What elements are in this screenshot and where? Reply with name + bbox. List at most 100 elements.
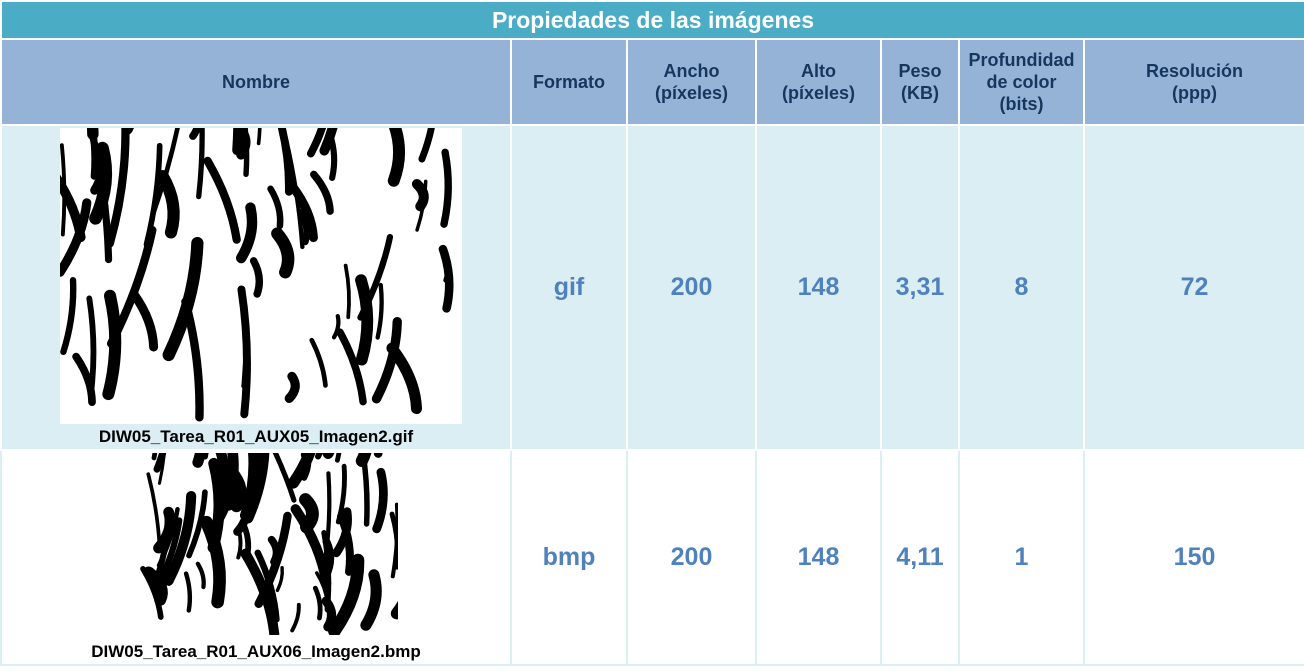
image-stroke (271, 227, 295, 279)
image-stroke (240, 548, 280, 635)
column-header: Ancho (píxeles) (626, 38, 757, 126)
image-stroke (336, 512, 354, 576)
image-stroke (418, 128, 435, 163)
image-stroke (335, 453, 342, 463)
image-stroke (415, 179, 428, 232)
image-stroke (315, 453, 323, 460)
image-stroke (312, 585, 323, 621)
column-header: Peso (KB) (880, 38, 960, 126)
name-cell: DIW05_Tarea_R01_AUX06_Imagen2.bmp (0, 449, 512, 666)
image-stroke (297, 209, 311, 246)
cell-value: 148 (755, 449, 882, 666)
image-stroke (153, 453, 167, 473)
cell-value: 4,11 (880, 449, 960, 666)
column-header: Alto (píxeles) (755, 38, 882, 126)
image-stroke (371, 316, 402, 404)
image-stroke (129, 289, 159, 352)
image-stroke (331, 313, 341, 340)
image-stroke (386, 342, 423, 415)
table-row: DIW05_Tarea_R01_AUX06_Imagen2.bmp bmp 200 1… (0, 449, 1304, 666)
image-stroke (287, 453, 316, 489)
image-stroke (306, 128, 327, 158)
image-stroke (72, 352, 96, 407)
image-stroke (60, 198, 92, 277)
image-stroke (142, 566, 168, 606)
image-stroke (196, 128, 205, 200)
image-stroke (319, 128, 338, 156)
image-stroke (290, 602, 301, 633)
image-stroke (275, 565, 284, 593)
image-stroke (360, 453, 370, 527)
cell-value: 200 (626, 124, 757, 451)
image-stroke (242, 128, 250, 178)
image-stroke (195, 561, 206, 590)
image-stroke (267, 185, 284, 230)
image-stroke (336, 328, 367, 406)
cell-value: 3,31 (880, 124, 960, 451)
image-stroke (326, 131, 338, 181)
image-stroke (372, 467, 388, 534)
image-stroke (146, 472, 162, 549)
image-stroke (267, 535, 281, 566)
cell-value: 72 (1082, 124, 1304, 451)
image-stroke (213, 453, 239, 524)
image-stroke (181, 297, 204, 422)
table-row: DIW05_Tarea_R01_AUX05_Imagen2.gif gif 200 1… (0, 124, 1304, 451)
cell-value: bmp (510, 449, 628, 666)
image-stroke (387, 128, 406, 187)
image-stroke (301, 453, 312, 481)
image-stroke (440, 148, 452, 228)
image-stroke (60, 277, 77, 356)
image-stroke (186, 489, 208, 559)
image-stroke (277, 128, 293, 196)
image-stroke (343, 263, 351, 320)
image-stroke (156, 169, 180, 239)
image-stroke (89, 141, 113, 225)
image-stroke (310, 170, 334, 215)
thumbnail (60, 128, 462, 424)
image-stroke (150, 128, 180, 218)
image-stroke (375, 282, 384, 340)
image-stroke (290, 504, 332, 589)
header-row: Nombre Formato Ancho (píxeles) Alto (píxele… (0, 38, 1304, 126)
file-name: DIW05_Tarea_R01_AUX05_Imagen2.gif (98, 427, 414, 446)
image-stroke (309, 337, 328, 388)
image-stroke (239, 453, 259, 521)
image-stroke (162, 236, 204, 362)
cell-value: 8 (958, 124, 1085, 451)
image-stroke (288, 181, 318, 243)
cell-value: gif (510, 124, 628, 451)
image-stroke (86, 295, 97, 392)
image-stroke (200, 515, 226, 609)
column-header: Resolución (ppp) (1082, 38, 1304, 126)
image-stroke (249, 257, 264, 298)
image-stroke (203, 156, 241, 244)
cell-value: 148 (755, 124, 882, 451)
file-name: DIW05_Tarea_R01_AUX06_Imagen2.bmp (91, 642, 421, 661)
column-header: Profundidad de color (bits) (958, 38, 1085, 126)
cell-value: 200 (626, 449, 757, 666)
image-stroke (389, 511, 398, 570)
image-stroke (272, 453, 297, 503)
image-stroke (183, 571, 193, 613)
thumbnail (130, 453, 398, 635)
image-stroke (106, 225, 157, 348)
cell-value: 150 (1082, 449, 1304, 666)
table-title: Propiedades de las imágenes (0, 0, 1304, 40)
image-stroke (105, 128, 130, 248)
image-stroke (438, 244, 454, 313)
image-stroke (157, 453, 167, 485)
image-stroke (355, 274, 374, 366)
image-stroke (321, 596, 337, 632)
image-stroke (140, 565, 164, 620)
image-stroke (360, 569, 382, 631)
name-cell: DIW05_Tarea_R01_AUX05_Imagen2.gif (0, 124, 512, 451)
image-stroke (328, 553, 365, 635)
image-stroke (237, 285, 251, 419)
image-stroke (88, 128, 99, 180)
image-stroke (151, 453, 158, 461)
image-stroke (163, 490, 197, 586)
image-stroke (236, 528, 243, 560)
